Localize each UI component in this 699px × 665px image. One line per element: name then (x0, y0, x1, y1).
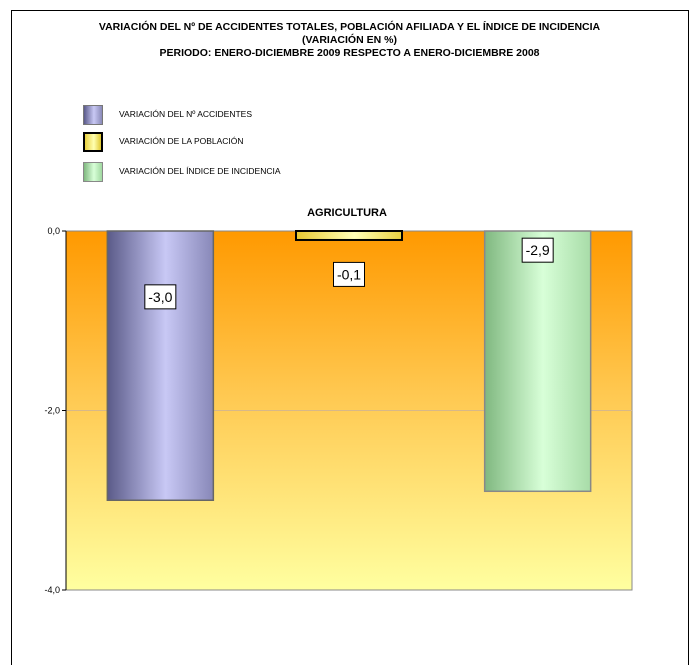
data-label: -0,1 (337, 266, 361, 282)
bar-indice (483, 230, 592, 493)
data-label-box (144, 284, 177, 310)
title-line-3: PERIODO: ENERO-DICIEMBRE 2009 RESPECTO A… (159, 47, 540, 59)
legend-item-poblacion: VARIACIÓN DE LA POBLACIÓN (83, 132, 383, 152)
data-label-group: -0,1 (333, 261, 365, 287)
legend-label-indice: VARIACIÓN DEL ÍNDICE DE INCIDENCIA (119, 166, 281, 176)
title-line-2: (VARIACIÓN EN %) (302, 34, 397, 46)
y-tick-label: -4,0 (44, 585, 60, 595)
data-label-group: -3,0 (144, 284, 177, 310)
bar-accidentes (106, 230, 215, 501)
bar-poblacion (295, 230, 403, 241)
legend-item-indice: VARIACIÓN DEL ÍNDICE DE INCIDENCIA (83, 162, 383, 182)
y-tick-label: 0,0 (47, 226, 60, 236)
chart-header: VARIACIÓN DEL Nº DE ACCIDENTES TOTALES, … (0, 21, 699, 60)
legend-swatch-indice (83, 162, 103, 182)
legend-item-accidentes: VARIACIÓN DEL Nº ACCIDENTES (83, 105, 383, 125)
data-label: -2,9 (526, 242, 550, 258)
legend-swatch-poblacion (83, 132, 103, 152)
legend-label-accidentes: VARIACIÓN DEL Nº ACCIDENTES (119, 109, 252, 119)
plot-area: 0,0 -2,0 -4,0 -3,0 -0,1 -2,9 (44, 226, 633, 595)
data-label-box (521, 237, 554, 263)
title-line-1: VARIACIÓN DEL Nº DE ACCIDENTES TOTALES, … (98, 21, 601, 33)
data-label-box (333, 261, 365, 287)
legend-label-poblacion: VARIACIÓN DE LA POBLACIÓN (119, 136, 244, 146)
y-tick-label: -2,0 (44, 406, 60, 416)
data-label: -3,0 (148, 289, 172, 305)
data-label-group: -2,9 (521, 237, 554, 263)
chart-title: AGRICULTURA (307, 207, 387, 219)
legend-swatch-accidentes (83, 105, 103, 125)
